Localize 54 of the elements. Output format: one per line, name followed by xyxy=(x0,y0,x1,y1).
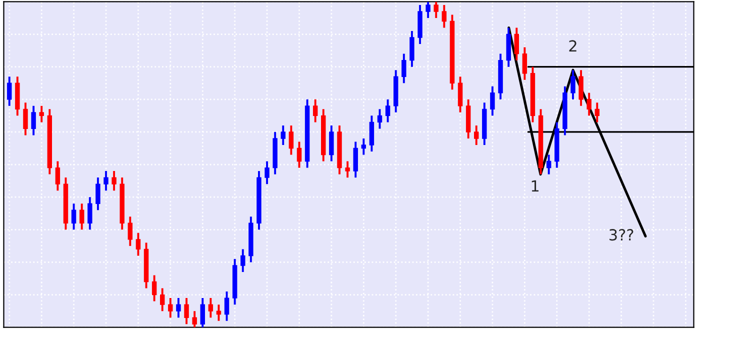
candlestick xyxy=(184,297,189,326)
candlestick xyxy=(434,2,438,19)
candlestick xyxy=(458,76,463,114)
candlestick xyxy=(410,30,414,68)
candlestick xyxy=(264,160,270,186)
annotation: 1 xyxy=(532,180,538,192)
candlestick xyxy=(578,69,584,107)
candlestick xyxy=(128,216,133,247)
candlestick xyxy=(224,290,230,322)
candlestick xyxy=(280,124,286,146)
candlestick xyxy=(490,85,495,117)
candlestick xyxy=(112,170,116,192)
candlestick xyxy=(31,104,36,136)
candlestick xyxy=(192,310,197,328)
candlestick xyxy=(442,4,447,29)
candlestick xyxy=(71,202,76,231)
candlestick xyxy=(55,160,60,192)
candlestick xyxy=(296,140,302,169)
candlestick xyxy=(385,98,390,124)
candlestick xyxy=(353,140,358,179)
candlestick xyxy=(200,297,205,328)
candlestick xyxy=(136,232,141,257)
candlestick xyxy=(345,160,350,179)
candlestick xyxy=(546,154,552,176)
candlestick xyxy=(23,102,28,136)
text: 3?? xyxy=(609,229,634,241)
candlestick xyxy=(79,202,84,231)
candlestick xyxy=(208,297,214,319)
candlestick xyxy=(514,26,519,62)
candlestick xyxy=(586,92,592,117)
candlestick xyxy=(152,274,157,302)
candlestick xyxy=(570,69,576,100)
annotation: 2 xyxy=(569,40,576,52)
candlestick xyxy=(216,304,222,322)
candlestick xyxy=(402,52,406,84)
candlestick xyxy=(240,248,246,273)
candlestick xyxy=(96,176,100,212)
candlestick xyxy=(329,124,334,162)
candlestick xyxy=(369,114,374,152)
candlestick xyxy=(176,297,181,319)
candlestick xyxy=(361,138,366,156)
candlestick xyxy=(522,46,528,81)
candlestick xyxy=(160,287,165,312)
candlestick xyxy=(594,102,600,124)
candlestick xyxy=(377,108,382,130)
candlestick xyxy=(88,196,92,231)
candlestick xyxy=(312,98,318,124)
candlestick xyxy=(426,2,430,19)
candlestick xyxy=(474,124,479,146)
candlestick xyxy=(39,104,44,124)
candlestick xyxy=(288,124,294,156)
candlestick xyxy=(104,170,108,192)
candlestick xyxy=(7,76,12,107)
candlestick xyxy=(168,297,173,319)
